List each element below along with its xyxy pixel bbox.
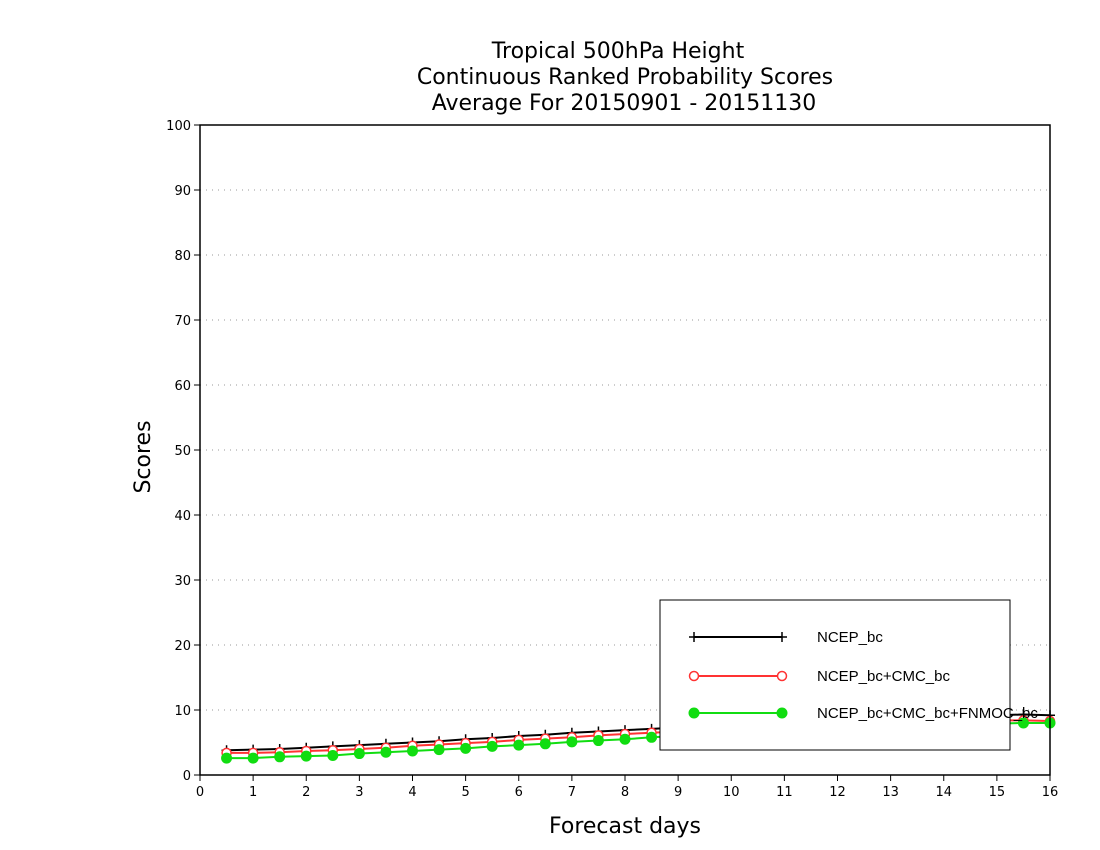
y-tick-label: 30	[174, 574, 191, 589]
x-tick-label: 4	[408, 785, 416, 800]
x-tick-label: 16	[1042, 785, 1059, 800]
data-point	[592, 735, 604, 747]
x-tick-label: 5	[461, 785, 469, 800]
data-point	[433, 744, 445, 756]
data-point	[327, 750, 339, 761]
y-tick-label: 40	[174, 509, 191, 524]
y-tick-label: 20	[174, 639, 191, 654]
y-tick-label: 70	[174, 314, 191, 329]
y-tick-label: 10	[174, 704, 191, 719]
legend-label: NCEP_bc+CMC_bc+FNMOC_bc	[817, 705, 1038, 722]
x-tick-label: 2	[302, 785, 310, 800]
data-point	[274, 751, 286, 763]
data-point	[353, 748, 365, 760]
data-point	[380, 746, 392, 758]
data-point	[646, 731, 658, 743]
y-axis-label: Scores	[131, 420, 156, 493]
x-tick-label: 13	[882, 785, 899, 800]
data-point	[619, 733, 631, 745]
x-tick-label: 8	[621, 785, 629, 800]
data-point	[539, 738, 551, 750]
legend-entry: NCEP_bc+CMC_bc+FNMOC_bc	[688, 705, 1038, 722]
data-point	[1017, 717, 1029, 729]
x-tick-label: 14	[935, 785, 952, 800]
y-axis: 0 10 20 30 40 50 60 70 80 90 100	[166, 119, 200, 784]
y-tick-label: 100	[166, 119, 191, 134]
x-tick-label: 15	[989, 785, 1006, 800]
title-line-3: Average For 20150901 - 20151130	[432, 91, 817, 116]
data-point	[513, 739, 525, 751]
x-tick-label: 11	[776, 785, 793, 800]
data-point	[566, 736, 578, 748]
data-point	[486, 740, 498, 752]
x-tick-label: 0	[196, 785, 204, 800]
y-tick-label: 60	[174, 379, 191, 394]
x-axis-label: Forecast days	[549, 814, 701, 839]
legend: NCEP_bc NCEP_bc+CMC_bc NCEP_bc+CMC_bc+FNMO…	[659, 599, 1038, 751]
y-tick-label: 50	[174, 444, 191, 459]
y-tick-label: 80	[174, 249, 191, 264]
legend-entry: NCEP_bc+CMC_bc	[688, 668, 950, 685]
title-line-1: Tropical 500hPa Height	[491, 39, 745, 64]
data-point	[776, 670, 788, 682]
x-tick-label: 3	[355, 785, 363, 800]
legend-label: NCEP_bc	[817, 629, 883, 646]
x-tick-label: 9	[674, 785, 682, 800]
data-point	[777, 632, 787, 642]
data-point	[776, 707, 788, 719]
legend-label: NCEP_bc+CMC_bc	[817, 668, 950, 685]
data-point	[688, 670, 700, 682]
data-point	[689, 632, 699, 642]
x-tick-label: 6	[515, 785, 523, 800]
x-tick-label: 1	[249, 785, 257, 800]
data-point	[460, 742, 472, 754]
legend-entry: NCEP_bc	[689, 629, 883, 646]
y-tick-label: 90	[174, 184, 191, 199]
title-line-2: Continuous Ranked Probability Scores	[417, 65, 833, 90]
data-point	[247, 752, 259, 764]
x-tick-label: 12	[829, 785, 846, 800]
x-tick-label: 10	[723, 785, 740, 800]
data-point	[407, 745, 418, 757]
x-tick-label: 7	[568, 785, 576, 800]
x-axis: 0 1 2 3 4 5 6 7 8 9 10 11 12 13 14 15 16	[196, 775, 1058, 800]
chart-title: Tropical 500hPa Height Continuous Ranked…	[417, 39, 833, 116]
data-point	[221, 752, 233, 764]
data-point	[300, 750, 312, 762]
data-point	[688, 707, 700, 719]
y-tick-label: 0	[183, 769, 191, 784]
